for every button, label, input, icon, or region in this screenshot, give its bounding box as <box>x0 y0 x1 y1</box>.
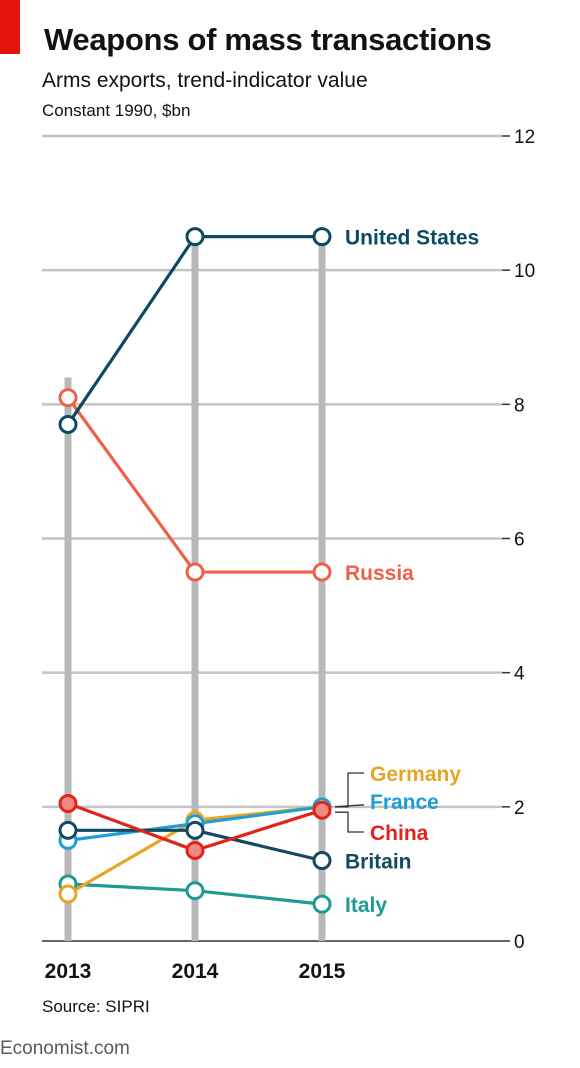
data-point-united-states <box>185 227 205 247</box>
chart-title: Weapons of mass transactions <box>44 22 492 57</box>
data-point-russia <box>185 562 205 582</box>
series-label-britain: Britain <box>345 851 412 874</box>
data-point-germany <box>58 884 78 904</box>
brand-red-tag <box>0 0 20 54</box>
data-point-china <box>312 800 332 820</box>
series-label-russia: Russia <box>345 562 414 585</box>
publisher-footer: Economist.com <box>0 1038 130 1059</box>
series-label-united-states: United States <box>345 227 479 250</box>
series-label-china: China <box>370 822 429 845</box>
y-tick-label: 2 <box>514 798 525 819</box>
chart-units: Constant 1990, $bn <box>42 101 191 120</box>
series-label-italy: Italy <box>345 894 387 917</box>
source-note: Source: SIPRI <box>42 997 150 1016</box>
data-point-united-states <box>58 414 78 434</box>
data-point-china <box>58 793 78 813</box>
y-tick-label: 12 <box>514 127 535 148</box>
y-tick-label: 4 <box>514 664 525 685</box>
chart-subtitle: Arms exports, trend-indicator value <box>42 69 368 92</box>
y-tick-label: 8 <box>514 395 525 416</box>
y-tick-label: 0 <box>514 932 525 953</box>
series-label-germany: Germany <box>370 763 461 786</box>
data-point-united-states <box>312 227 332 247</box>
data-point-britain <box>185 820 205 840</box>
data-point-russia <box>58 388 78 408</box>
data-point-britain <box>58 820 78 840</box>
data-point-italy <box>312 894 332 914</box>
x-tick-label: 2013 <box>45 960 92 983</box>
y-tick-label: 6 <box>514 530 525 551</box>
data-point-russia <box>312 562 332 582</box>
series-label-france: France <box>370 791 439 814</box>
x-tick-label: 2015 <box>299 960 346 983</box>
leader-line-china <box>335 811 364 833</box>
leader-line-germany <box>335 772 364 808</box>
data-point-italy <box>185 881 205 901</box>
data-point-china <box>185 840 205 860</box>
leader-line-france <box>334 804 365 808</box>
data-point-britain <box>312 851 332 870</box>
y-tick-label: 10 <box>514 261 535 282</box>
x-tick-label: 2014 <box>172 960 219 983</box>
